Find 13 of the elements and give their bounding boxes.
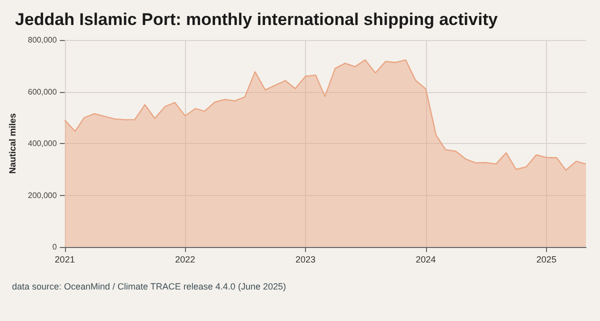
y-tick-label: 800,000 bbox=[28, 36, 58, 44]
x-tick-label: 2021 bbox=[54, 254, 75, 264]
x-tick-label: 2023 bbox=[295, 254, 316, 264]
y-tick-label: 600,000 bbox=[28, 87, 58, 96]
source-note: data source: OceanMind / Climate TRACE release 4.4.0 (June 2025) bbox=[12, 282, 286, 292]
y-tick-label: 400,000 bbox=[28, 139, 58, 148]
x-tick-label: 2022 bbox=[175, 254, 196, 264]
y-tick-label: 200,000 bbox=[28, 190, 58, 200]
y-axis-title: Nautical miles bbox=[8, 113, 18, 174]
x-tick-label: 2024 bbox=[416, 254, 436, 264]
x-tick-label: 2025 bbox=[536, 254, 556, 264]
chart-title: Jeddah Islamic Port: monthly international shipping activity bbox=[15, 10, 498, 29]
y-tick-label: 0 bbox=[52, 242, 58, 252]
